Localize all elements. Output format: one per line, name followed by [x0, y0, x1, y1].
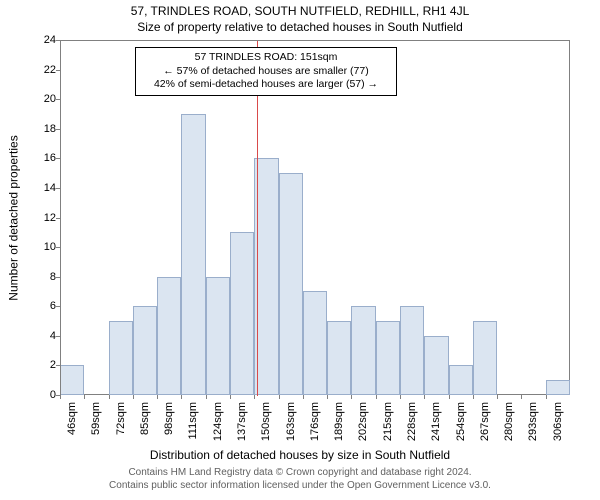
annotation-line: 57 TRINDLES ROAD: 151sqm: [142, 51, 390, 65]
x-tick-mark: [546, 395, 547, 399]
x-tick-mark: [521, 395, 522, 399]
histogram-bar: [351, 306, 375, 395]
y-tick-mark: [56, 218, 60, 219]
histogram-bar: [546, 380, 570, 395]
histogram-bar: [181, 114, 205, 395]
y-tick-mark: [56, 365, 60, 366]
histogram-bar: [133, 306, 157, 395]
y-tick-label: 22: [34, 64, 56, 76]
x-tick-label: 293sqm: [527, 402, 539, 446]
x-tick-mark: [376, 395, 377, 399]
histogram-bar: [303, 291, 327, 395]
histogram-bar: [376, 321, 400, 395]
x-tick-label: 163sqm: [285, 402, 297, 446]
x-tick-mark: [327, 395, 328, 399]
x-tick-label: 124sqm: [212, 402, 224, 446]
y-tick-label: 8: [34, 271, 56, 283]
chart-footer: Contains HM Land Registry data © Crown c…: [0, 467, 600, 492]
y-tick-label: 14: [34, 182, 56, 194]
x-tick-mark: [60, 395, 61, 399]
x-tick-mark: [157, 395, 158, 399]
y-tick-mark: [56, 99, 60, 100]
chart-title-sub: Size of property relative to detached ho…: [0, 20, 600, 34]
x-tick-label: 46sqm: [66, 402, 78, 446]
x-tick-label: 150sqm: [260, 402, 272, 446]
histogram-bar: [400, 306, 424, 395]
histogram-bar: [206, 277, 230, 395]
x-tick-label: 137sqm: [236, 402, 248, 446]
x-tick-label: 306sqm: [552, 402, 564, 446]
x-tick-mark: [473, 395, 474, 399]
y-tick-label: 20: [34, 93, 56, 105]
x-tick-mark: [303, 395, 304, 399]
x-tick-label: 267sqm: [479, 402, 491, 446]
x-tick-mark: [424, 395, 425, 399]
y-tick-mark: [56, 306, 60, 307]
y-tick-mark: [56, 277, 60, 278]
footer-line-2: Contains public sector information licen…: [0, 480, 600, 493]
footer-line-1: Contains HM Land Registry data © Crown c…: [0, 467, 600, 480]
y-tick-label: 12: [34, 212, 56, 224]
x-tick-label: 98sqm: [163, 402, 175, 446]
x-tick-label: 228sqm: [406, 402, 418, 446]
x-tick-label: 280sqm: [503, 402, 515, 446]
x-tick-label: 241sqm: [430, 402, 442, 446]
histogram-bar: [157, 277, 181, 395]
chart-title-main: 57, TRINDLES ROAD, SOUTH NUTFIELD, REDHI…: [0, 4, 600, 18]
histogram-bar: [449, 365, 473, 395]
histogram-bar: [473, 321, 497, 395]
y-tick-label: 2: [34, 359, 56, 371]
x-tick-label: 202sqm: [357, 402, 369, 446]
y-tick-mark: [56, 158, 60, 159]
x-tick-mark: [254, 395, 255, 399]
x-tick-label: 254sqm: [455, 402, 467, 446]
y-tick-mark: [56, 40, 60, 41]
histogram-bar: [254, 158, 278, 395]
x-tick-mark: [109, 395, 110, 399]
y-axis-line: [60, 41, 61, 396]
histogram-bar: [424, 336, 448, 395]
x-tick-label: 72sqm: [115, 402, 127, 446]
y-tick-label: 16: [34, 152, 56, 164]
x-tick-mark: [84, 395, 85, 399]
y-tick-label: 4: [34, 330, 56, 342]
y-axis-label: Number of detached properties: [6, 40, 22, 395]
x-tick-mark: [206, 395, 207, 399]
x-tick-mark: [400, 395, 401, 399]
y-tick-label: 6: [34, 300, 56, 312]
y-tick-mark: [56, 188, 60, 189]
x-axis-title: Distribution of detached houses by size …: [0, 448, 600, 462]
histogram-bar: [60, 365, 84, 395]
histogram-bar: [327, 321, 351, 395]
x-tick-label: 111sqm: [187, 402, 199, 446]
annotation-box: 57 TRINDLES ROAD: 151sqm← 57% of detache…: [135, 47, 397, 96]
x-tick-label: 85sqm: [139, 402, 151, 446]
histogram-bar: [109, 321, 133, 395]
x-tick-mark: [230, 395, 231, 399]
x-tick-label: 176sqm: [309, 402, 321, 446]
y-tick-mark: [56, 129, 60, 130]
x-tick-label: 215sqm: [382, 402, 394, 446]
x-tick-mark: [279, 395, 280, 399]
y-tick-mark: [56, 336, 60, 337]
x-tick-label: 189sqm: [333, 402, 345, 446]
x-tick-mark: [351, 395, 352, 399]
histogram-bar: [230, 232, 254, 395]
annotation-line: 42% of semi-detached houses are larger (…: [142, 78, 390, 92]
y-tick-label: 0: [34, 389, 56, 401]
y-tick-label: 24: [34, 34, 56, 46]
histogram-bar: [279, 173, 303, 395]
x-tick-mark: [181, 395, 182, 399]
x-tick-mark: [497, 395, 498, 399]
x-tick-mark: [449, 395, 450, 399]
annotation-line: ← 57% of detached houses are smaller (77…: [142, 65, 390, 79]
y-tick-label: 18: [34, 123, 56, 135]
plot-area: 57 TRINDLES ROAD: 151sqm← 57% of detache…: [60, 40, 570, 395]
y-tick-mark: [56, 70, 60, 71]
y-tick-mark: [56, 247, 60, 248]
chart-container: 57, TRINDLES ROAD, SOUTH NUTFIELD, REDHI…: [0, 0, 600, 500]
y-tick-label: 10: [34, 241, 56, 253]
x-tick-label: 59sqm: [90, 402, 102, 446]
x-tick-mark: [133, 395, 134, 399]
